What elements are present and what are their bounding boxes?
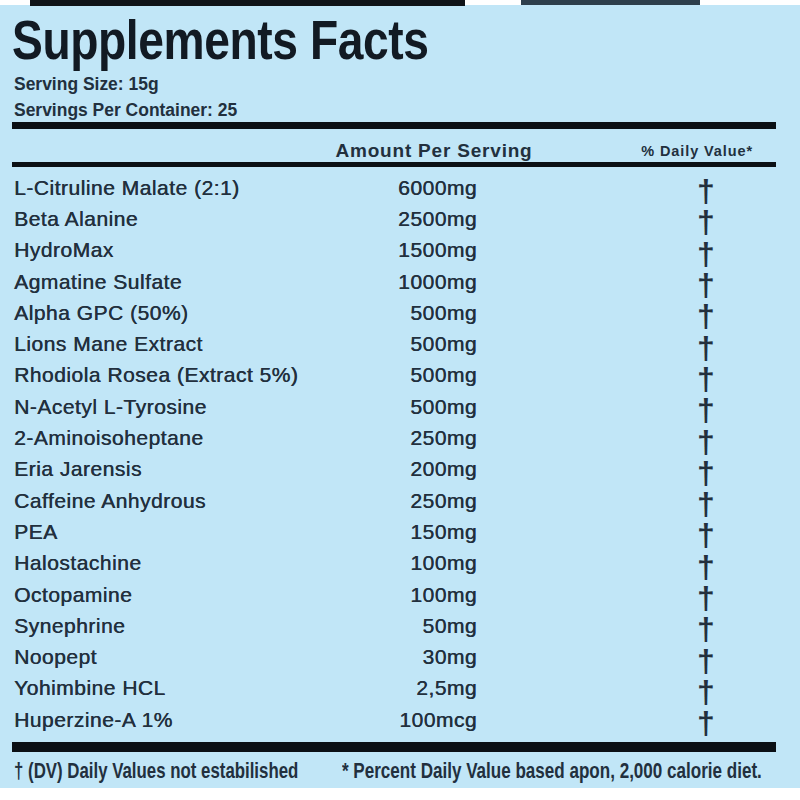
ingredient-amount: 30mg — [422, 645, 477, 669]
table-row: Eria Jarensis200mg† — [0, 454, 800, 485]
divider-thick-top — [12, 122, 776, 129]
table-row: HydroMax1500mg† — [0, 235, 800, 266]
ingredient-name: Beta Alanine — [14, 207, 138, 231]
ingredient-amount: 6000mg — [398, 176, 477, 200]
table-row: N-Acetyl L-Tyrosine500mg† — [0, 391, 800, 422]
table-row: Octopamine100mg† — [0, 579, 800, 610]
ingredient-name: Yohimbine HCL — [14, 676, 166, 700]
table-row: Noopept30mg† — [0, 641, 800, 672]
ingredient-name: Eria Jarensis — [14, 457, 142, 481]
top-border-bar-left — [30, 0, 465, 6]
ingredient-table: L-Citruline Malate (2:1)6000mg†Beta Alan… — [0, 172, 800, 735]
table-row: Synephrine50mg† — [0, 610, 800, 641]
ingredient-name: HydroMax — [14, 238, 114, 262]
ingredient-amount: 500mg — [410, 301, 477, 325]
ingredient-amount: 200mg — [410, 457, 477, 481]
column-header-daily-value: % Daily Value* — [641, 143, 753, 159]
ingredient-name: 2-Aminoisoheptane — [14, 426, 203, 450]
serving-size: Serving Size: 15g — [14, 71, 237, 97]
ingredient-name: Rhodiola Rosea (Extract 5%) — [14, 363, 298, 387]
table-row: Beta Alanine2500mg† — [0, 203, 800, 234]
ingredient-amount: 250mg — [410, 489, 477, 513]
table-row: Alpha GPC (50%)500mg† — [0, 297, 800, 328]
divider-thick-bottom — [12, 742, 776, 752]
ingredient-name: Alpha GPC (50%) — [14, 301, 188, 325]
table-row: Caffeine Anhydrous250mg† — [0, 485, 800, 516]
ingredient-name: N-Acetyl L-Tyrosine — [14, 395, 207, 419]
page-title: Supplements Facts — [12, 13, 428, 68]
ingredient-daily-value: † — [697, 705, 715, 742]
ingredient-amount: 2,5mg — [416, 676, 477, 700]
ingredient-name: Halostachine — [14, 551, 141, 575]
ingredient-amount: 50mg — [422, 614, 477, 638]
supplement-facts-label: Supplements Facts Serving Size: 15g Serv… — [0, 0, 800, 800]
table-row: L-Citruline Malate (2:1)6000mg† — [0, 172, 800, 203]
column-header-amount: Amount Per Serving — [335, 140, 532, 162]
ingredient-amount: 1500mg — [398, 238, 477, 262]
footnote-percent-daily-value: * Percent Daily Value based apon, 2,000 … — [342, 758, 762, 784]
ingredient-amount: 150mg — [410, 520, 477, 544]
ingredient-name: Agmatine Sulfate — [14, 270, 182, 294]
ingredient-amount: 2500mg — [398, 207, 477, 231]
ingredient-amount: 500mg — [410, 332, 477, 356]
ingredient-amount: 500mg — [410, 363, 477, 387]
serving-info: Serving Size: 15g Servings Per Container… — [14, 71, 237, 123]
top-border-bar-right — [521, 0, 700, 5]
ingredient-name: Octopamine — [14, 583, 132, 607]
ingredient-name: Huperzine-A 1% — [14, 708, 173, 732]
ingredient-amount: 500mg — [410, 395, 477, 419]
footnote-daily-values: † (DV) Daily Values not estabilished — [14, 758, 298, 784]
divider-header — [12, 162, 776, 167]
table-row: Huperzine-A 1%100mcg† — [0, 704, 800, 735]
table-row: Yohimbine HCL2,5mg† — [0, 673, 800, 704]
table-row: Halostachine100mg† — [0, 548, 800, 579]
ingredient-amount: 100mg — [410, 551, 477, 575]
servings-per-container: Servings Per Container: 25 — [14, 97, 237, 123]
table-row: Rhodiola Rosea (Extract 5%)500mg† — [0, 360, 800, 391]
table-row: 2-Aminoisoheptane250mg† — [0, 422, 800, 453]
ingredient-amount: 1000mg — [398, 270, 477, 294]
ingredient-amount: 100mcg — [399, 708, 477, 732]
ingredient-name: Synephrine — [14, 614, 125, 638]
ingredient-name: Lions Mane Extract — [14, 332, 203, 356]
ingredient-name: PEA — [14, 520, 58, 544]
table-row: Lions Mane Extract500mg† — [0, 328, 800, 359]
ingredient-amount: 250mg — [410, 426, 477, 450]
table-row: PEA150mg† — [0, 516, 800, 547]
table-row: Agmatine Sulfate1000mg† — [0, 266, 800, 297]
ingredient-amount: 100mg — [410, 583, 477, 607]
ingredient-name: L-Citruline Malate (2:1) — [14, 176, 240, 200]
ingredient-name: Noopept — [14, 645, 97, 669]
ingredient-name: Caffeine Anhydrous — [14, 489, 206, 513]
